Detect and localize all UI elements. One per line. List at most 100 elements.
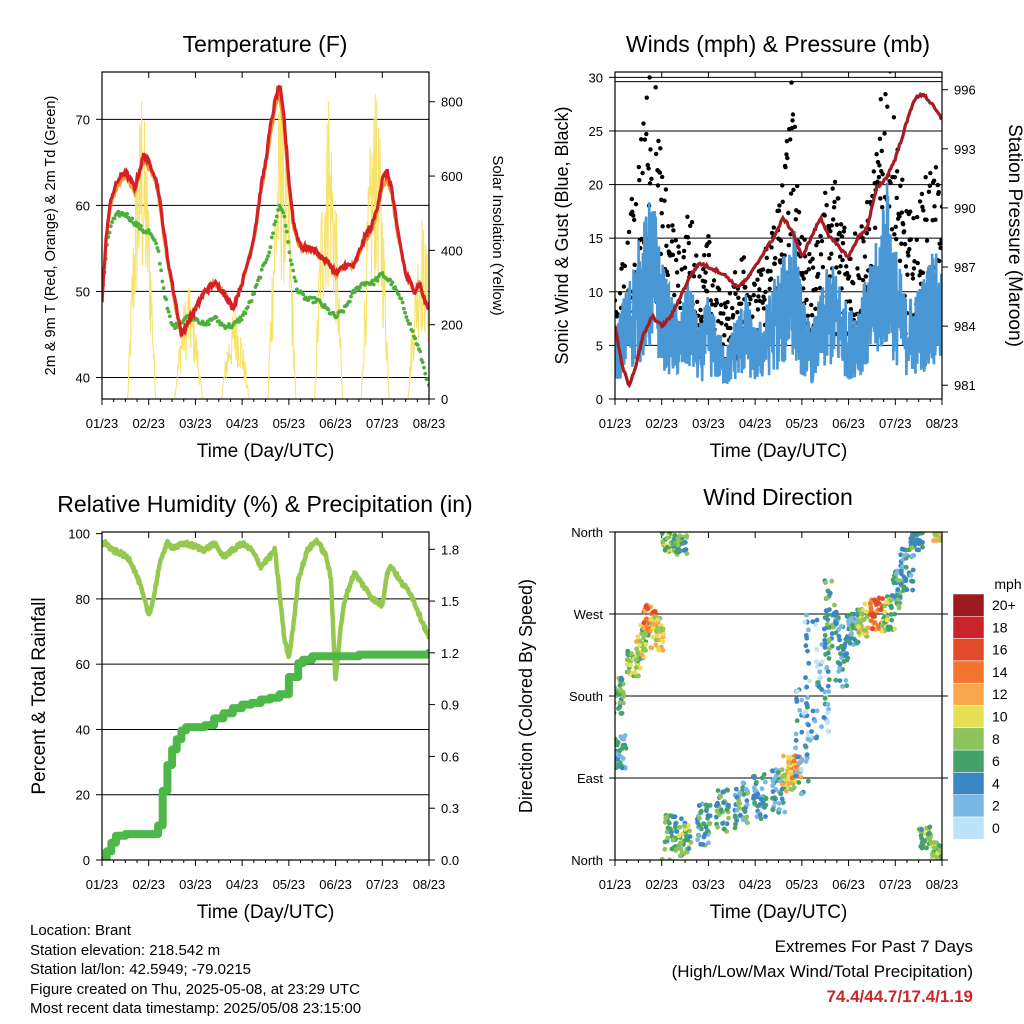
dewpoint-point — [276, 208, 280, 212]
gust-point — [719, 321, 724, 326]
dewpoint-point — [292, 275, 297, 280]
dewpoint-point — [139, 224, 143, 228]
direction-point — [829, 578, 835, 584]
direction-point — [794, 718, 800, 724]
direction-point — [781, 753, 786, 759]
created-text: Figure created on Thu, 2025-05-08, at 23… — [30, 980, 360, 998]
direction-point — [888, 611, 894, 617]
colorbar-label: 0 — [992, 820, 1000, 836]
direction-point — [684, 834, 689, 839]
direction-point — [644, 616, 649, 622]
gust-point — [919, 191, 925, 197]
gust-point — [917, 273, 922, 278]
direction-point — [779, 796, 785, 802]
gust-point — [792, 124, 798, 130]
direction-xtick-label: 05/23 — [786, 877, 819, 892]
gust-point — [752, 282, 757, 287]
direction-point — [833, 677, 839, 683]
gust-point — [645, 162, 650, 168]
direction-point — [677, 853, 683, 859]
gust-point — [805, 313, 811, 318]
gust-point — [822, 213, 827, 218]
direction-point — [819, 724, 824, 730]
direction-point — [825, 612, 831, 618]
direction-point — [825, 669, 831, 674]
direction-point — [793, 731, 799, 737]
direction-point — [838, 651, 843, 657]
gust-point — [653, 85, 658, 90]
dewpoint-point — [130, 216, 135, 221]
gust-point — [767, 286, 772, 292]
temperature-frame — [101, 71, 430, 400]
gust-point — [836, 196, 841, 201]
direction-point — [826, 706, 831, 712]
direction-point — [823, 580, 828, 586]
direction-point — [660, 539, 666, 545]
direction-point — [840, 647, 846, 653]
dewpoint-point — [403, 310, 408, 315]
direction-point — [617, 683, 623, 688]
direction-point — [814, 663, 820, 669]
gust-point — [681, 248, 687, 254]
gust-point — [681, 254, 686, 260]
direction-point — [919, 836, 925, 842]
direction-point — [664, 535, 670, 541]
gust-point — [786, 242, 791, 248]
dewpoint-point — [290, 262, 294, 267]
gust-point — [923, 175, 928, 180]
gust-point — [776, 208, 782, 213]
direction-point — [668, 830, 674, 835]
direction-point — [900, 564, 905, 570]
gust-point — [932, 204, 937, 209]
direction-point — [726, 802, 731, 808]
gust-point — [899, 210, 905, 215]
direction-ylabel: Direction (Colored By Speed) — [516, 579, 536, 813]
direction-point — [795, 754, 801, 760]
gust-point — [907, 246, 912, 252]
gust-point — [838, 264, 843, 269]
direction-point — [752, 800, 758, 806]
direction-point — [824, 665, 830, 670]
gust-point — [847, 299, 853, 304]
direction-point — [804, 635, 810, 641]
direction-point — [826, 689, 832, 694]
winds-xlabel: Time (Day/UTC) — [710, 441, 848, 462]
direction-point — [936, 532, 942, 535]
direction-point — [819, 659, 825, 665]
dewpoint-point — [349, 294, 353, 299]
direction-point — [737, 800, 743, 806]
gust-point — [830, 186, 835, 191]
gust-point — [639, 236, 644, 242]
gust-point — [642, 137, 648, 142]
direction-point — [662, 819, 668, 825]
direction-point — [675, 536, 681, 542]
dewpoint-point — [341, 309, 346, 314]
direction-point — [943, 533, 948, 538]
direction-point — [836, 668, 842, 674]
dewpoint-point — [399, 296, 404, 301]
gust-point — [926, 189, 932, 195]
temperature-xlabel: Time (Day/UTC) — [197, 441, 335, 462]
winds-ytick-label: 10 — [589, 285, 603, 300]
winds-title: Winds (mph) & Pressure (mb) — [626, 31, 930, 57]
dewpoint-point — [207, 322, 211, 327]
direction-point — [889, 605, 894, 611]
direction-point — [757, 812, 763, 818]
gust-point — [789, 80, 794, 85]
gust-point — [622, 263, 628, 269]
direction-point — [824, 595, 829, 601]
humidity-xtick-label: 05/23 — [273, 877, 306, 892]
dewpoint-point — [108, 224, 113, 229]
temperature-ytick-label: 70 — [76, 112, 90, 127]
gust-point — [790, 118, 795, 123]
gust-point — [777, 203, 782, 208]
humidity-xtick-label: 04/23 — [226, 877, 259, 892]
gust-point — [783, 165, 788, 170]
gust-point — [714, 300, 720, 306]
direction-point — [732, 825, 738, 831]
humidity-ytick-label: 60 — [76, 657, 90, 672]
solar-insolation-line — [267, 83, 297, 399]
direction-point — [814, 659, 819, 664]
gust-point — [832, 199, 837, 205]
direction-point — [901, 553, 907, 558]
